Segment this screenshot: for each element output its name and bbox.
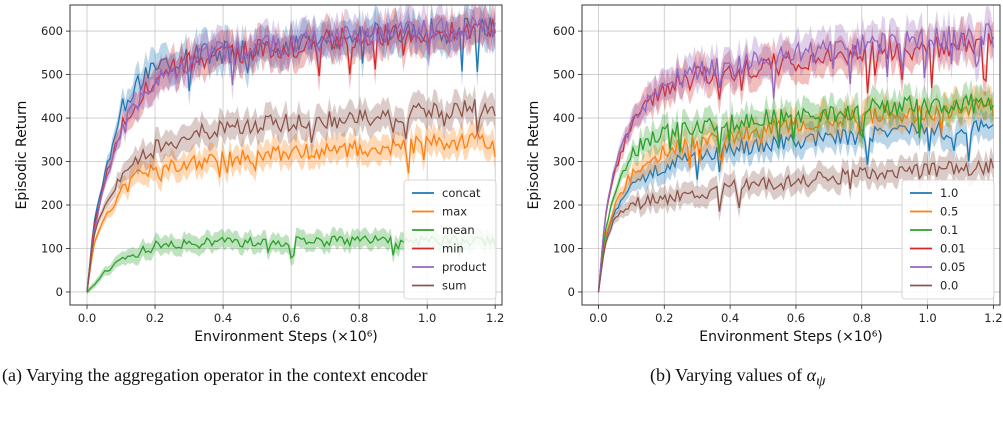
legend-box [403,179,497,300]
y-tick-label: 400 [41,111,63,125]
x-tick-label: 0.6 [282,311,300,325]
series-line-0.1 [597,93,994,293]
legend-label-0.05: 0.05 [940,260,966,274]
legend-label-sum: sum [442,279,466,293]
y-tick-label: 400 [553,111,575,125]
series-band-min [87,5,496,295]
y-tick-label: 0 [568,285,575,299]
series-band-0.0 [598,146,994,295]
legend-label-concat: concat [442,186,481,200]
y-tick-label: 200 [41,198,63,212]
x-tick-label: 0.2 [655,311,673,325]
series-line-product [86,15,496,293]
axes-frame [581,4,1001,306]
series-band-mean [87,226,496,295]
chart-panel-a: 0.0 0.2 0.4 0.6 0.8 1.0 1.2 0 100 200 300 400 500 600… [14,4,504,345]
y-tick-label: 500 [41,68,63,82]
x-tick-label: 1.0 [918,311,936,325]
series-line-max [86,131,496,293]
psi-subscript: ψ [816,373,826,390]
caption-b: (b) Varying values of αψ [650,364,990,393]
y-tick-label: 600 [41,24,63,38]
legend-label-product: product [442,260,487,274]
x-tick-label: 1.2 [486,311,504,325]
x-tick-label: 0.0 [589,311,607,325]
series-band-1.0 [598,106,994,295]
y-axis-label: Episodic Return [526,101,542,210]
legend-label-0.1: 0.1 [940,223,958,237]
alpha-symbol: α [806,365,817,385]
x-tick-label: 0.8 [853,311,871,325]
legend-label-max: max [442,205,467,219]
series-line-1.0 [597,118,994,293]
x-tick-label: 0.6 [787,311,805,325]
plot-area [86,5,496,295]
x-tick-label: 1.2 [984,311,1002,325]
series-band-concat [87,5,496,295]
legend: concat max mean min product sum [403,179,497,300]
x-tick-label: 0.8 [350,311,368,325]
legend-label-mean: mean [442,223,475,237]
series-band-sum [87,84,496,295]
caption-a: (a) Varying the aggregation operator in … [2,365,428,385]
x-tick-label: 0.4 [214,311,232,325]
series-band-0.1 [598,78,994,295]
plot-area [597,6,995,295]
x-axis-label: Environment Steps (×10⁶) [699,329,883,345]
y-tick-label: 100 [41,241,63,255]
legend-box [901,179,995,300]
legend-label-0.5: 0.5 [940,205,958,219]
x-tick-label: 0.0 [78,311,96,325]
y-tick-label: 200 [553,198,575,212]
legend-label-1.0: 1.0 [940,186,958,200]
series-line-0.0 [597,158,995,293]
caption-b-text: (b) Varying values of [650,365,807,385]
series-line-0.05 [597,23,995,293]
series-band-product [87,5,496,295]
chart-panel-b: 0.0 0.2 0.4 0.6 0.8 1.0 1.2 0 100 200 300 400 500 600… [526,4,1003,345]
y-tick-label: 300 [553,155,575,169]
legend: 1.0 0.5 0.1 0.01 0.05 0.0 [901,179,995,300]
series-band-0.5 [598,84,994,295]
y-tick-label: 500 [553,68,575,82]
legend-label-min: min [442,242,464,256]
x-tick-label: 0.2 [146,311,164,325]
x-tick-label: 1.0 [418,311,436,325]
x-axis-label: Environment Steps (×10⁶) [194,329,378,345]
series-line-sum [86,99,496,293]
legend-label-0.0: 0.0 [940,279,958,293]
axes-frame [69,4,503,306]
y-tick-label: 100 [553,241,575,255]
x-tick-label: 0.4 [721,311,739,325]
y-tick-label: 300 [41,155,63,169]
y-tick-label: 0 [56,285,63,299]
y-tick-label: 600 [553,24,575,38]
y-axis-label: Episodic Return [14,101,30,210]
legend-label-0.01: 0.01 [940,242,966,256]
